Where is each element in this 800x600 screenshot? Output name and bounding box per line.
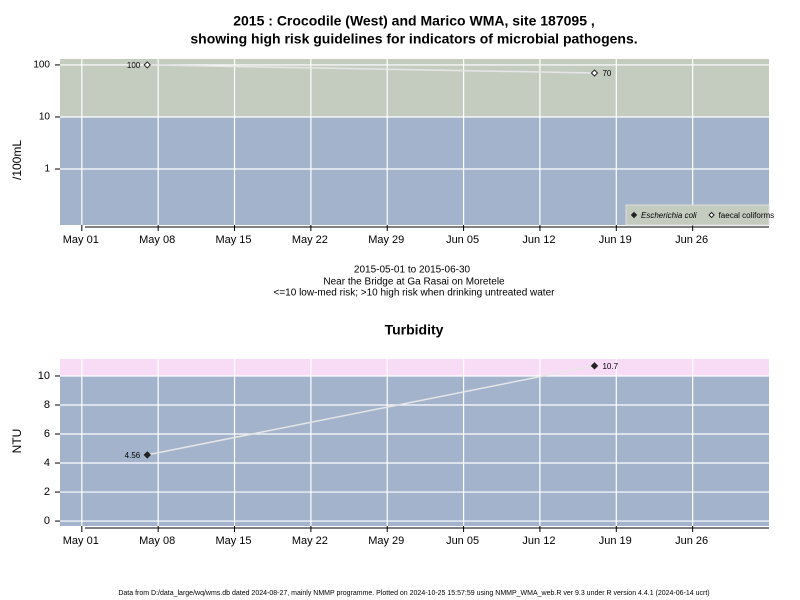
x-tick-label: Jun 12 <box>522 234 555 246</box>
data-point <box>590 69 599 77</box>
y-tick-label: 10 <box>39 112 51 123</box>
chart-title: Turbidity <box>385 322 444 338</box>
x-tick-label: May 22 <box>292 535 328 547</box>
x-tick-label: May 15 <box>215 535 251 547</box>
x-tick-label: Jun 05 <box>446 234 479 246</box>
y-axis-label: NTU <box>10 429 24 454</box>
x-tick-label: May 15 <box>215 234 251 246</box>
x-tick-label: Jun 05 <box>446 535 479 547</box>
legend-marker <box>708 211 715 219</box>
x-tick-label: May 22 <box>292 234 328 246</box>
value-label: 100 <box>127 61 141 70</box>
high-risk-band <box>60 59 769 117</box>
x-tick-label: Jun 26 <box>675 234 708 246</box>
x-tick-label: May 01 <box>63 234 99 246</box>
y-tick-label: 6 <box>44 428 50 440</box>
x-tick-label: May 29 <box>368 535 404 547</box>
data-line <box>147 365 595 456</box>
y-tick-label: 2 <box>44 486 50 498</box>
value-label: 4.56 <box>125 451 141 460</box>
chart-subtitle: showing high risk guidelines for indicat… <box>190 31 637 47</box>
x-tick-label: May 01 <box>63 535 99 547</box>
legend-marker <box>630 211 638 219</box>
y-tick-label: 10 <box>38 370 50 382</box>
note: Near the Bridge at Ga Rasai on Moretele <box>323 277 505 288</box>
chart-title: 2015 : Crocodile (West) and Marico WMA, … <box>233 13 595 29</box>
note: 2015-05-01 to 2015-06-30 <box>354 265 471 276</box>
x-tick-label: Jun 26 <box>675 535 708 547</box>
high-risk-band <box>60 359 769 376</box>
legend-label: faecal coliforms <box>719 211 775 220</box>
x-tick-label: May 08 <box>139 234 175 246</box>
value-label: 70 <box>602 69 611 78</box>
footer: Data from D:/data_large/wq/wms.db dated … <box>118 590 709 597</box>
x-tick-label: Jun 12 <box>522 535 555 547</box>
value-label: 10.7 <box>602 362 618 371</box>
data-point <box>590 362 599 370</box>
x-tick-label: Jun 19 <box>599 535 632 547</box>
legend-label: Escherichia coli <box>641 211 697 220</box>
x-tick-label: May 08 <box>139 535 175 547</box>
y-tick-label: 100 <box>33 60 50 71</box>
y-tick-label: 1 <box>44 164 50 175</box>
y-tick-label: 0 <box>44 515 50 527</box>
x-tick-label: Jun 19 <box>599 234 632 246</box>
data-point <box>143 61 151 69</box>
data-line <box>147 64 595 74</box>
y-axis-label: /100mL <box>10 140 24 180</box>
legend-box <box>625 204 770 226</box>
x-tick-label: May 29 <box>368 234 404 246</box>
note: <=10 low-med risk; >10 high risk when dr… <box>274 288 556 299</box>
y-tick-label: 8 <box>44 399 50 411</box>
y-tick-label: 4 <box>44 457 50 469</box>
data-point <box>143 451 151 459</box>
